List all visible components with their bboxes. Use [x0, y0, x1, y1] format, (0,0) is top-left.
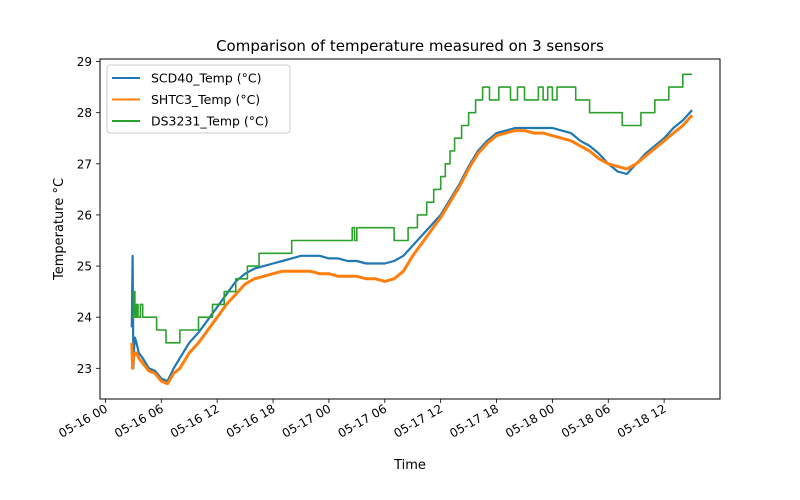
series-layer — [130, 73, 694, 386]
y-tick-label: 25 — [77, 260, 92, 274]
series-line-1 — [130, 109, 693, 383]
chart-title: Comparison of temperature measured on 3 … — [216, 37, 604, 55]
y-tick-label: 28 — [77, 106, 92, 120]
legend-label-1: SCD40_Temp (°C) — [151, 71, 261, 86]
legend-label-2: SHTC3_Temp (°C) — [151, 92, 260, 107]
series-line-2 — [130, 114, 694, 386]
plot-area — [130, 73, 694, 386]
series-line-3 — [131, 73, 693, 344]
y-axis: 23 24 25 26 27 28 29 — [77, 55, 100, 376]
y-tick-label: 27 — [77, 157, 92, 171]
y-axis-label: Temperature °C — [52, 178, 67, 281]
legend-box — [106, 64, 291, 134]
axes-frame — [99, 58, 721, 400]
legend-label-3: DS3231_Temp (°C) — [151, 114, 269, 129]
y-tick-label: 24 — [77, 311, 92, 325]
y-tick-label: 29 — [77, 55, 92, 69]
legend: SCD40_Temp (°C) SHTC3_Temp (°C) DS3231_Tem… — [106, 64, 291, 134]
y-tick-label: 23 — [77, 362, 92, 376]
y-tick-label: 26 — [77, 208, 92, 222]
x-axis-label: Time — [393, 458, 426, 473]
